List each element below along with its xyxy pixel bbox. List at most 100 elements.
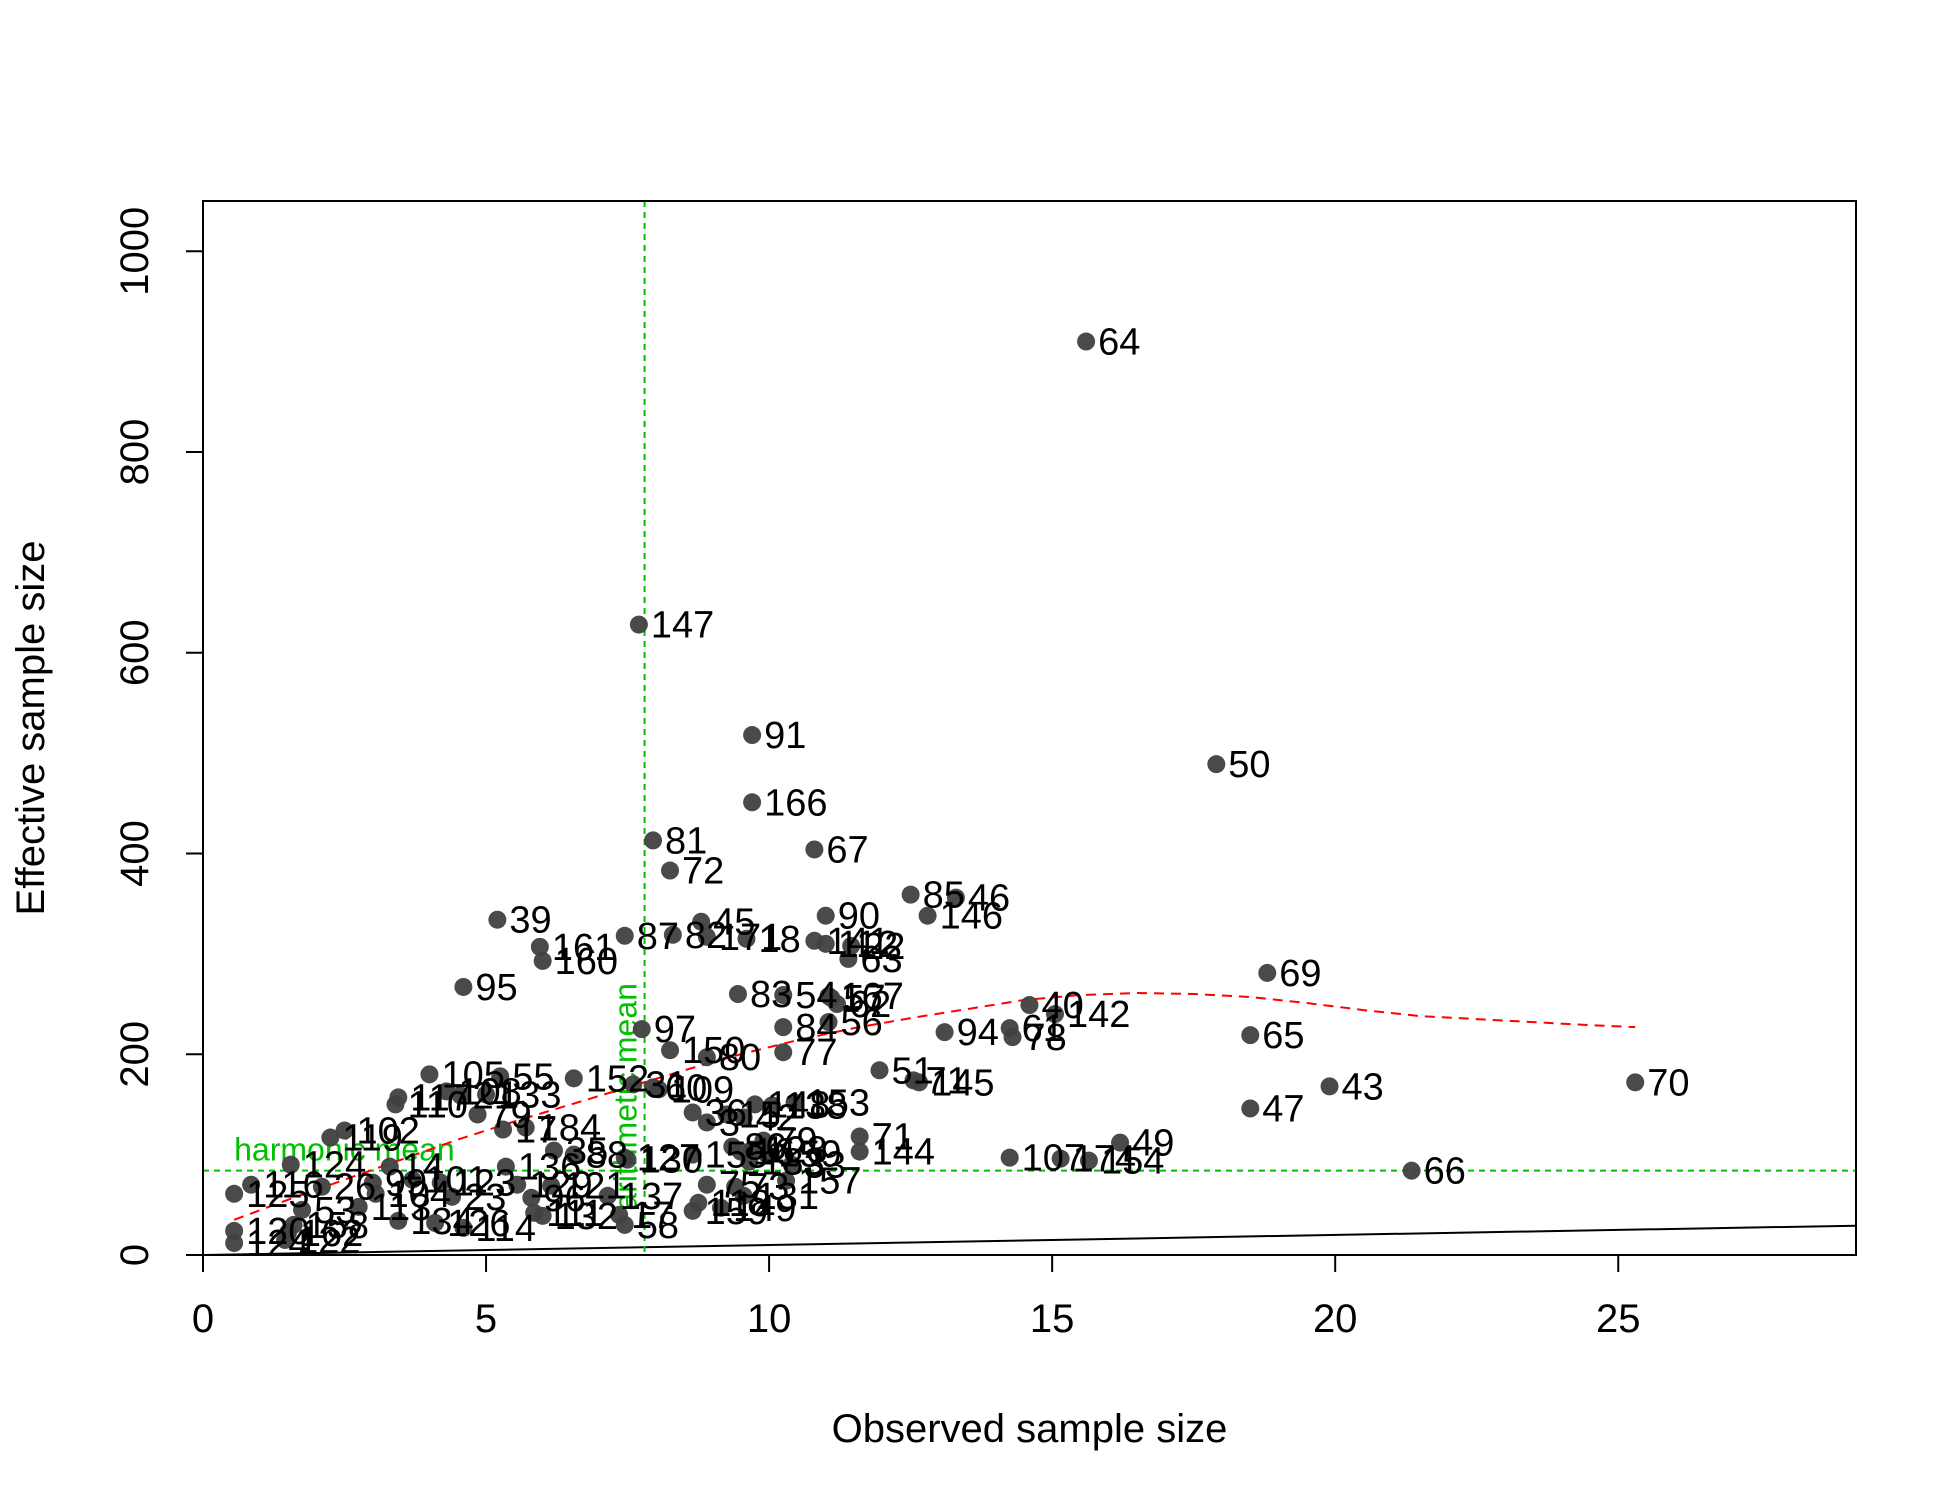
- data-point: [828, 995, 847, 1014]
- data-point: [312, 1177, 331, 1196]
- data-point: [420, 1065, 439, 1084]
- data-point: [697, 1113, 716, 1132]
- y-axis-title: Effective sample size: [9, 541, 53, 916]
- point-label: 121: [563, 1166, 626, 1208]
- data-point: [734, 1108, 753, 1127]
- data-point: [242, 1175, 261, 1194]
- point-label: 78: [1025, 1017, 1067, 1059]
- data-point: [477, 1085, 496, 1104]
- y-tick-label: 0: [113, 1244, 157, 1266]
- data-point: [1045, 1005, 1064, 1024]
- data-point: [225, 1184, 244, 1203]
- y-tick-label: 600: [113, 619, 157, 686]
- data-point: [516, 1118, 535, 1137]
- data-point: [1111, 1133, 1130, 1152]
- data-point: [734, 1186, 753, 1205]
- point-label: 81: [665, 820, 707, 862]
- data-point: [697, 927, 716, 946]
- data-point: [491, 1067, 510, 1086]
- data-point: [1079, 1151, 1098, 1170]
- data-point: [683, 1145, 702, 1164]
- point-label: 45: [713, 902, 755, 944]
- point-label: 35: [566, 1131, 608, 1173]
- data-point: [564, 1145, 583, 1164]
- data-point: [403, 1170, 422, 1189]
- data-point: [901, 885, 920, 904]
- x-tick-label: 25: [1596, 1297, 1641, 1341]
- data-point: [437, 1082, 456, 1101]
- data-point: [697, 1175, 716, 1194]
- point-label: 71: [872, 1117, 914, 1159]
- point-label: 144: [872, 1132, 935, 1174]
- point-label: 71: [925, 1060, 967, 1102]
- point-label: 166: [764, 782, 827, 824]
- data-point: [542, 1176, 561, 1195]
- data-point: [522, 1188, 541, 1207]
- point-label: 80: [719, 1037, 761, 1079]
- point-label: 161: [552, 927, 615, 969]
- point-label: 138: [784, 1085, 847, 1127]
- point-label: 36: [705, 1092, 747, 1134]
- identity-line: [202, 1224, 1857, 1256]
- data-point: [454, 977, 473, 996]
- data-point: [918, 906, 937, 925]
- data-point: [1051, 1149, 1070, 1168]
- data-point: [443, 1187, 462, 1206]
- point-label: 96: [543, 1178, 585, 1220]
- data-point: [615, 1215, 634, 1234]
- data-point: [321, 1128, 340, 1147]
- data-point: [740, 1152, 759, 1171]
- data-point: [624, 1075, 643, 1094]
- point-label: 60: [665, 1067, 707, 1109]
- point-label: 158: [306, 1205, 369, 1247]
- points-layer: [225, 332, 1645, 1252]
- data-point: [816, 906, 835, 925]
- data-point: [335, 1121, 354, 1140]
- point-label: 101: [424, 1160, 487, 1202]
- point-label: 105: [441, 1054, 504, 1096]
- point-label: 70: [1647, 1062, 1689, 1104]
- point-label: 14: [402, 1147, 444, 1189]
- point-label: 40: [1042, 985, 1084, 1027]
- point-label: 67: [826, 829, 868, 871]
- data-point: [1207, 755, 1226, 774]
- data-point: [615, 926, 634, 945]
- data-point: [380, 1157, 399, 1176]
- point-label: 150: [682, 1030, 745, 1072]
- point-label: 162: [300, 1213, 363, 1255]
- point-label: 159: [705, 1191, 768, 1233]
- data-point: [1000, 1148, 1019, 1167]
- point-label: 147: [651, 605, 714, 647]
- point-label: 51: [891, 1050, 933, 1092]
- data-point: [777, 1171, 796, 1190]
- point-label: 39: [509, 900, 551, 942]
- point-label: 94: [957, 1012, 999, 1054]
- point-label: 119: [342, 1118, 403, 1160]
- data-point: [774, 1018, 793, 1037]
- data-point: [839, 949, 858, 968]
- point-label: 16: [753, 1132, 795, 1174]
- point-label: 142: [1067, 994, 1130, 1036]
- point-label: 75: [719, 1165, 761, 1207]
- point-label: 26: [334, 1167, 376, 1209]
- data-point: [533, 951, 552, 970]
- data-point: [564, 1069, 583, 1088]
- point-label: 95: [475, 967, 517, 1009]
- data-point: [533, 1206, 552, 1225]
- data-point: [1020, 996, 1039, 1015]
- data-point: [366, 1184, 385, 1203]
- point-label: 84: [795, 1007, 837, 1049]
- data-point: [737, 929, 756, 948]
- point-label: 3: [719, 1102, 740, 1144]
- data-point: [850, 1127, 869, 1146]
- data-point: [1077, 332, 1096, 351]
- data-point: [632, 1020, 651, 1039]
- data-point: [530, 937, 549, 956]
- data-point: [494, 1120, 513, 1139]
- point-label: 116: [263, 1165, 324, 1207]
- data-point: [1402, 1161, 1421, 1180]
- point-label: 126: [447, 1203, 510, 1245]
- point-label: 18: [758, 919, 800, 961]
- point-label: 134: [410, 1201, 473, 1243]
- loess-layer: [233, 992, 1636, 1221]
